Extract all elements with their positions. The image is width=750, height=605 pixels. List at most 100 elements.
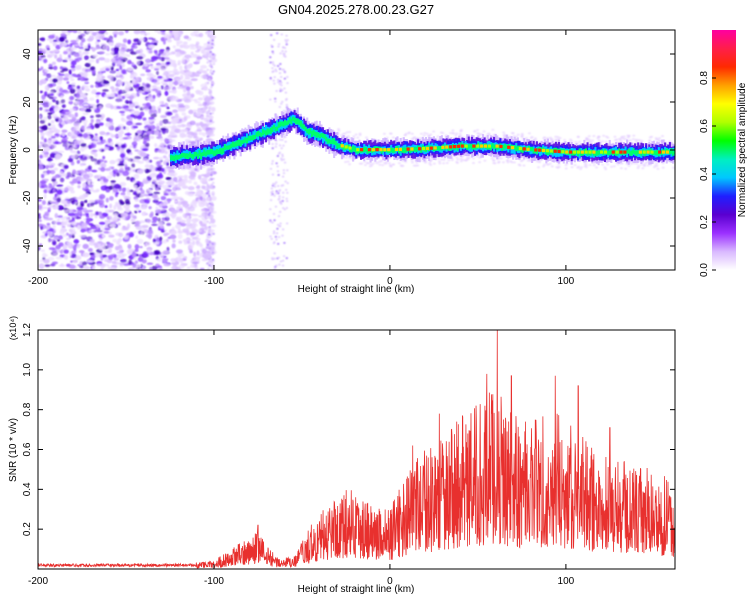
spectrogram-speckle: [127, 39, 132, 45]
spectrogram-speckle: [275, 70, 278, 73]
spectrogram-speckle: [120, 192, 126, 196]
spectrogram-speckle: [157, 94, 161, 98]
spectrogram-speckle: [162, 155, 167, 159]
spectrogram-speckle: [155, 188, 159, 191]
spectrogram-speckle: [525, 137, 529, 140]
spectrogram-speckle: [53, 65, 58, 71]
spectrogram-speckle: [198, 46, 203, 49]
spectrogram-speckle: [279, 200, 282, 204]
spectrogram-speckle: [197, 97, 204, 101]
spectrogram-speckle: [283, 71, 287, 74]
spectrogram-speckle: [66, 81, 70, 85]
spectrogram-speckle: [619, 140, 623, 143]
spectrogram-speckle: [271, 258, 274, 261]
spectrogram-speckle: [209, 129, 212, 132]
spectrogram-speckle: [576, 166, 580, 169]
spectrogram-speckle: [79, 138, 83, 143]
spectrogram-speckle: [153, 156, 160, 160]
spectrogram-speckle: [77, 30, 82, 34]
spectrogram-speckle: [194, 267, 199, 270]
spectrogram-speckle: [422, 134, 426, 137]
spectrogram-speckle: [492, 162, 496, 165]
spectrogram-speckle: [100, 255, 104, 261]
spectrogram-speckle: [141, 147, 149, 152]
spectrogram-speckle: [166, 180, 172, 186]
spectrogram-speckle: [71, 221, 77, 226]
spectrogram-speckle: [72, 169, 77, 175]
spectrogram-speckle: [98, 167, 101, 171]
spectrogram-speckle: [47, 123, 52, 127]
spectrogram-speckle: [126, 120, 133, 126]
spectrogram-speckle: [104, 132, 109, 137]
spectrogram-speckle: [284, 135, 287, 138]
spectrogram-speckle: [167, 95, 173, 100]
spectrogram-speckle: [177, 62, 181, 66]
spectrogram-speckle: [268, 208, 272, 211]
spectrogram-speckle: [178, 177, 182, 180]
spectrogram-speckle: [206, 57, 209, 61]
spectrogram-speckle: [104, 227, 111, 231]
spectrogram-speckle: [82, 112, 89, 116]
spectrogram-speckle: [142, 211, 147, 215]
spectrogram-speckle: [206, 131, 209, 134]
spectrogram-speckle: [83, 222, 88, 227]
spectrogram-speckle: [209, 242, 213, 245]
spectrogram-speckle: [38, 101, 41, 107]
spectrogram-speckle: [51, 177, 57, 182]
spectrogram-speckle: [76, 245, 80, 249]
spectrogram-ridge-cell: [253, 130, 257, 140]
spectrogram-speckle: [52, 225, 57, 229]
spectrogram-speckle: [94, 47, 98, 50]
spectrogram-speckle: [38, 205, 43, 210]
spectrogram-speckle: [592, 134, 596, 137]
spectrogram-speckle: [211, 193, 215, 196]
spectrogram-speckle: [211, 249, 214, 252]
spectrogram-speckle: [277, 45, 280, 48]
spectrogram-speckle: [278, 263, 281, 266]
spectrogram-speckle: [533, 137, 537, 140]
spectrogram-speckle: [40, 249, 45, 252]
spectrogram-speckle: [428, 162, 432, 165]
spectrogram-speckle: [62, 199, 68, 205]
spectrogram-speckle: [160, 80, 166, 84]
spectrogram-speckle: [101, 244, 105, 248]
spectrogram-speckle: [115, 143, 119, 148]
spectrogram-speckle: [88, 229, 95, 233]
spectrogram-speckle: [73, 212, 80, 217]
spectrogram-speckle: [172, 96, 179, 102]
spectrogram-speckle: [104, 94, 112, 98]
spectrogram-speckle: [150, 211, 154, 216]
spectrogram-speckle: [67, 53, 71, 59]
spectrogram-speckle: [505, 159, 509, 162]
spectrogram-speckle: [172, 239, 176, 243]
spectrogram-speckle: [206, 220, 210, 223]
spectrogram-speckle: [205, 214, 209, 217]
spectrogram-speckle: [285, 257, 289, 260]
spectrogram-speckle: [183, 98, 191, 103]
spectrogram-speckle: [119, 181, 127, 187]
spectrogram-speckle: [209, 132, 213, 136]
spectrogram-speckle: [40, 235, 46, 238]
spectrogram-speckle: [476, 132, 480, 135]
spectrogram-speckle: [429, 133, 433, 136]
spectrogram-speckle: [285, 103, 289, 107]
spectrogram-speckle: [105, 222, 109, 228]
spectrogram-speckle: [110, 221, 117, 225]
spectrogram-speckle: [279, 62, 282, 66]
spectrogram-speckle: [278, 72, 282, 75]
spectrogram-speckle: [121, 63, 125, 68]
spectrogram-speckle: [46, 231, 53, 237]
spectrogram-speckle: [114, 127, 119, 132]
spectrogram-speckle: [70, 150, 77, 154]
spectrogram-speckle: [178, 264, 185, 269]
spectrogram-speckle: [105, 197, 109, 203]
spectrogram-speckle: [187, 186, 195, 191]
spectrogram-speckle: [207, 34, 211, 37]
spectrogram-speckle: [209, 257, 212, 260]
spectrogram-speckle: [275, 162, 278, 165]
spectrogram-speckle: [206, 189, 209, 192]
spectrogram-speckle: [207, 101, 210, 104]
spectrogram-speckle: [272, 38, 276, 41]
spectrogram-speckle: [70, 46, 77, 51]
